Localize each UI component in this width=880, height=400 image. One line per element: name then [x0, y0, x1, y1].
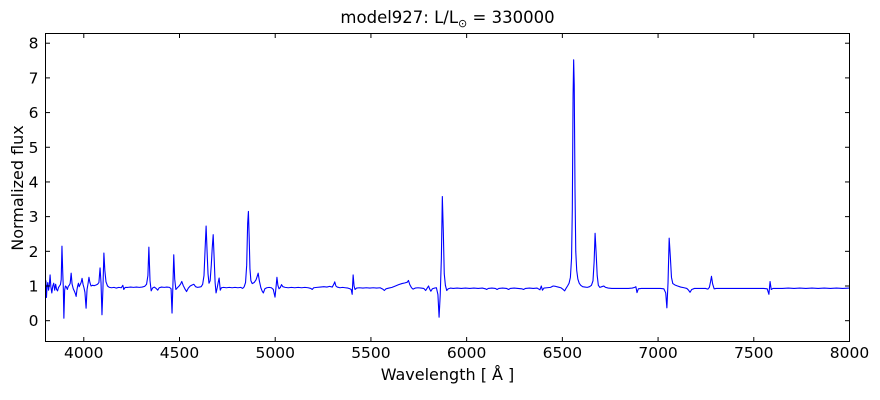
x-tick-label: 6000: [447, 344, 486, 362]
y-tick-label: 2: [29, 243, 39, 261]
title-text: model927: L/L: [340, 8, 459, 27]
y-tick-label: 1: [29, 278, 39, 296]
x-tick-label: 5500: [351, 344, 390, 362]
x-axis-label: Wavelength [ Å ]: [380, 365, 515, 384]
x-tick-label: 4500: [160, 344, 199, 362]
y-tick-label: 8: [29, 35, 39, 53]
x-tick-label: 4000: [64, 344, 103, 362]
y-tick-label: 4: [29, 173, 39, 191]
plot-title: model927: L/L⊙ = 330000: [45, 8, 850, 34]
spectrum-line: [44, 59, 851, 319]
y-tick-label: 7: [29, 69, 39, 87]
y-tick-label: 5: [29, 139, 39, 157]
x-tick-label: 6500: [543, 344, 582, 362]
x-tick-label: 7500: [734, 344, 773, 362]
x-tick-label: 5000: [255, 344, 294, 362]
y-tick-label: 6: [29, 104, 39, 122]
x-tick-label: 8000: [830, 344, 869, 362]
y-tick-label: 3: [29, 208, 39, 226]
title-value: = 330000: [467, 8, 555, 27]
y-tick-label: 0: [29, 312, 39, 330]
plot-frame: [45, 33, 850, 342]
y-axis-label: Normalized flux: [8, 124, 27, 251]
x-tick-label: 7000: [638, 344, 677, 362]
sun-symbol: ⊙: [458, 17, 468, 30]
